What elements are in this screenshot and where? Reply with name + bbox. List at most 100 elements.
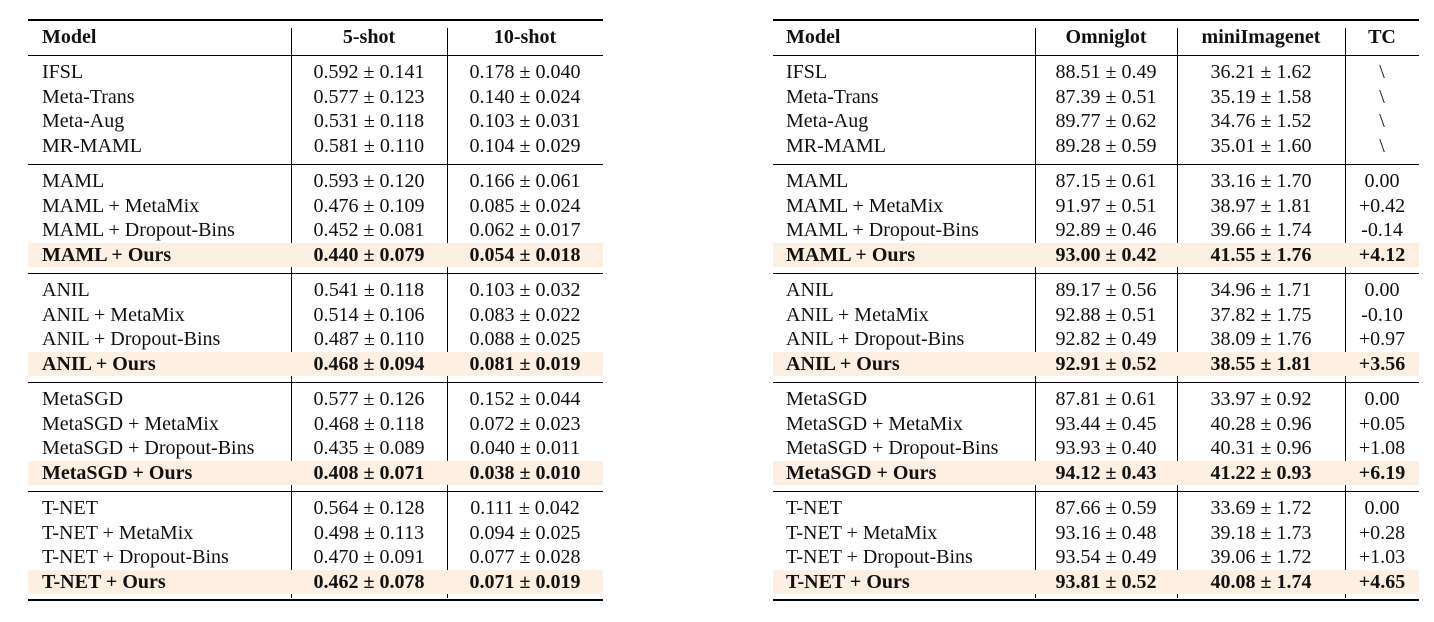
value-cell: 93.00 ± 0.42: [1055, 243, 1157, 266]
model-cell: MR-MAML: [786, 134, 887, 157]
value-cell: 0.094 ± 0.025: [469, 521, 581, 544]
value-cell: 89.77 ± 0.62: [1055, 110, 1157, 132]
value-cell: 33.69 ± 1.72: [1210, 497, 1312, 519]
value-cell: +6.19: [1358, 461, 1406, 484]
value-cell: 0.054 ± 0.018: [469, 243, 581, 266]
value-cell: 0.088 ± 0.025: [469, 328, 581, 350]
value-cell: 88.51 ± 0.49: [1055, 61, 1157, 83]
model-cell: MetaSGD + Ours: [786, 461, 937, 484]
bottom-rule: [773, 599, 1419, 601]
model-cell: ANIL: [42, 279, 90, 301]
header-rule: [28, 55, 603, 56]
model-cell: T-NET + MetaMix: [42, 521, 194, 544]
value-cell: \: [1379, 61, 1385, 83]
model-cell: MetaSGD + MetaMix: [42, 412, 219, 435]
value-cell: 93.93 ± 0.40: [1055, 437, 1157, 459]
value-cell: 0.103 ± 0.031: [469, 110, 581, 132]
group-rule: [28, 382, 603, 383]
column-rule: [447, 28, 448, 598]
model-cell: MetaSGD + MetaMix: [786, 412, 963, 435]
model-cell: MAML: [42, 170, 105, 192]
column-rule: [1345, 28, 1346, 598]
value-cell: 0.487 ± 0.110: [313, 328, 425, 350]
value-cell: 0.435 ± 0.089: [313, 437, 425, 459]
top-rule: [773, 19, 1419, 21]
group-rule: [773, 164, 1419, 165]
model-cell: MetaSGD: [42, 388, 124, 410]
group-rule: [28, 164, 603, 165]
column-rule: [1035, 28, 1036, 598]
header-cell: Omniglot: [1065, 26, 1147, 48]
value-cell: +1.08: [1358, 437, 1406, 459]
value-cell: 0.498 ± 0.113: [313, 521, 425, 544]
model-cell: T-NET + Dropout-Bins: [786, 546, 973, 568]
value-cell: 0.00: [1364, 388, 1400, 410]
value-cell: 0.541 ± 0.118: [313, 279, 425, 301]
model-cell: Meta-Aug: [42, 110, 125, 132]
value-cell: 93.44 ± 0.45: [1055, 412, 1157, 435]
value-cell: +4.65: [1358, 570, 1406, 593]
highlight-row: [28, 569, 603, 594]
highlight-row: [773, 351, 1419, 376]
value-cell: 0.470 ± 0.091: [313, 546, 425, 568]
value-cell: 0.077 ± 0.028: [469, 546, 581, 568]
model-cell: ANIL + MetaMix: [42, 303, 185, 326]
value-cell: 0.00: [1364, 279, 1400, 301]
value-cell: +3.56: [1358, 352, 1406, 375]
value-cell: 92.88 ± 0.51: [1055, 303, 1157, 326]
highlight-row: [773, 569, 1419, 594]
value-cell: 0.440 ± 0.079: [313, 243, 425, 266]
value-cell: 38.97 ± 1.81: [1210, 194, 1312, 217]
value-cell: 0.531 ± 0.118: [313, 110, 425, 132]
value-cell: 0.564 ± 0.128: [313, 497, 425, 519]
model-cell: MAML + Dropout-Bins: [786, 219, 979, 241]
value-cell: \: [1379, 85, 1385, 108]
model-cell: IFSL: [42, 61, 84, 83]
model-cell: T-NET: [786, 497, 842, 519]
column-rule: [291, 28, 292, 598]
value-cell: 40.28 ± 0.96: [1210, 412, 1312, 435]
model-cell: Meta-Aug: [786, 110, 869, 132]
model-cell: MAML + Dropout-Bins: [42, 219, 235, 241]
value-cell: 89.17 ± 0.56: [1055, 279, 1157, 301]
value-cell: 87.39 ± 0.51: [1055, 85, 1157, 108]
header-cell: miniImagenet: [1201, 26, 1321, 48]
value-cell: 0.038 ± 0.010: [469, 461, 581, 484]
model-cell: MAML + Ours: [42, 243, 172, 266]
value-cell: 0.104 ± 0.029: [469, 134, 581, 157]
value-cell: 0.111 ± 0.042: [470, 497, 580, 519]
header-cell: Model: [786, 26, 841, 48]
value-cell: 35.01 ± 1.60: [1210, 134, 1312, 157]
model-cell: ANIL + MetaMix: [786, 303, 929, 326]
value-cell: 35.19 ± 1.58: [1210, 85, 1312, 108]
value-cell: +0.42: [1358, 194, 1406, 217]
column-rule: [1177, 28, 1178, 598]
value-cell: 93.54 ± 0.49: [1055, 546, 1157, 568]
value-cell: 34.96 ± 1.71: [1210, 279, 1312, 301]
value-cell: 0.408 ± 0.071: [313, 461, 425, 484]
value-cell: 0.476 ± 0.109: [313, 194, 425, 217]
value-cell: -0.14: [1361, 219, 1403, 241]
top-rule: [28, 19, 603, 21]
value-cell: \: [1379, 110, 1385, 132]
value-cell: 0.166 ± 0.061: [469, 170, 581, 192]
highlight-row: [28, 351, 603, 376]
header-cell: Model: [42, 26, 97, 48]
model-cell: MetaSGD + Dropout-Bins: [42, 437, 255, 459]
value-cell: 0.577 ± 0.123: [313, 85, 425, 108]
value-cell: -0.10: [1361, 303, 1403, 326]
value-cell: 91.97 ± 0.51: [1055, 194, 1157, 217]
value-cell: 87.15 ± 0.61: [1055, 170, 1157, 192]
value-cell: 41.22 ± 0.93: [1210, 461, 1312, 484]
value-cell: +0.97: [1358, 328, 1406, 350]
value-cell: 89.28 ± 0.59: [1055, 134, 1157, 157]
model-cell: MAML + MetaMix: [786, 194, 944, 217]
header-rule: [773, 55, 1419, 56]
value-cell: 92.82 ± 0.49: [1055, 328, 1157, 350]
value-cell: 0.071 ± 0.019: [469, 570, 581, 593]
model-cell: MetaSGD + Ours: [42, 461, 193, 484]
model-cell: T-NET + Dropout-Bins: [42, 546, 229, 568]
value-cell: 0.468 ± 0.118: [313, 412, 425, 435]
group-rule: [773, 382, 1419, 383]
model-cell: T-NET + Ours: [42, 570, 166, 593]
